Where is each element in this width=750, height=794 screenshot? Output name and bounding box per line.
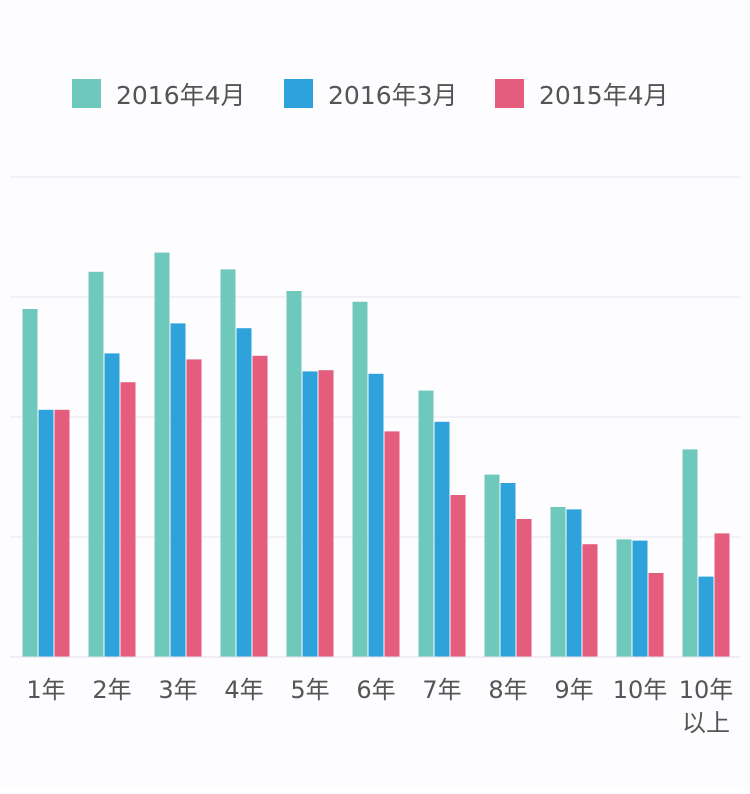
bar-2-1 [38, 409, 54, 657]
bar-3-3 [186, 359, 202, 657]
bar-2-3 [170, 323, 186, 657]
legend-swatch-3 [495, 79, 524, 108]
bar-3-5 [318, 370, 334, 657]
bar-3-9 [582, 544, 598, 657]
bar-2-10 [632, 540, 648, 657]
x-tick-label-11-line-1: 10年 [679, 676, 734, 704]
legend-item-3: 2015年4月 [495, 79, 669, 110]
x-tick-label-9: 9年 [554, 676, 593, 704]
bar-group-4 [220, 269, 268, 657]
legend-item-1: 2016年4月 [72, 79, 246, 110]
legend: 2016年4月 2016年3月 2015年4月 [72, 79, 669, 110]
x-tick-label-5: 5年 [290, 676, 329, 704]
legend-swatch-1 [72, 79, 101, 108]
bar-group-3 [154, 252, 202, 657]
bar-3-8 [516, 519, 532, 657]
x-tick-label-7: 7年 [422, 676, 461, 704]
bar-3-1 [54, 409, 70, 657]
bar-1-11 [682, 449, 698, 657]
bar-group-7 [418, 390, 466, 657]
bar-1-8 [484, 474, 500, 657]
legend-item-2: 2016年3月 [284, 79, 458, 110]
bar-1-5 [286, 291, 302, 657]
legend-label-1: 2016年4月 [116, 81, 246, 110]
bar-2-8 [500, 483, 516, 657]
bar-1-9 [550, 507, 566, 657]
bar-1-1 [22, 309, 38, 657]
bar-3-7 [450, 495, 466, 657]
bar-2-7 [434, 421, 450, 657]
bar-2-9 [566, 509, 582, 657]
bar-2-5 [302, 371, 318, 657]
bar-group-6 [352, 301, 400, 657]
bar-2-2 [104, 353, 120, 657]
bar-2-4 [236, 328, 252, 657]
x-tick-label-3: 3年 [158, 676, 197, 704]
bar-3-11 [714, 533, 730, 657]
bar-3-10 [648, 573, 664, 657]
bar-group-1 [22, 309, 70, 657]
bar-1-4 [220, 269, 236, 657]
legend-label-3: 2015年4月 [539, 81, 669, 110]
x-tick-label-11-line-2: 以上 [682, 709, 730, 737]
bar-2-11 [698, 576, 714, 657]
bar-group-9 [550, 507, 598, 657]
bar-group-11 [682, 449, 730, 657]
bar-1-10 [616, 539, 632, 657]
bar-1-6 [352, 301, 368, 657]
legend-label-2: 2016年3月 [328, 81, 458, 110]
legend-swatch-2 [284, 79, 313, 108]
bar-group-10 [616, 539, 664, 657]
bar-1-2 [88, 271, 104, 657]
bar-3-6 [384, 431, 400, 657]
bar-2-6 [368, 373, 384, 657]
bar-layer [22, 252, 730, 657]
x-tick-label-8: 8年 [488, 676, 527, 704]
bar-3-4 [252, 355, 268, 657]
x-tick-label-4: 4年 [224, 676, 263, 704]
x-tick-label-6: 6年 [356, 676, 395, 704]
bar-1-3 [154, 252, 170, 657]
x-tick-label-2: 2年 [92, 676, 131, 704]
bar-group-2 [88, 271, 136, 657]
bar-3-2 [120, 382, 136, 657]
x-tick-label-10: 10年 [613, 676, 668, 704]
x-tick-label-1: 1年 [26, 676, 65, 704]
bar-group-8 [484, 474, 532, 657]
bar-1-7 [418, 390, 434, 657]
bar-group-5 [286, 291, 334, 657]
